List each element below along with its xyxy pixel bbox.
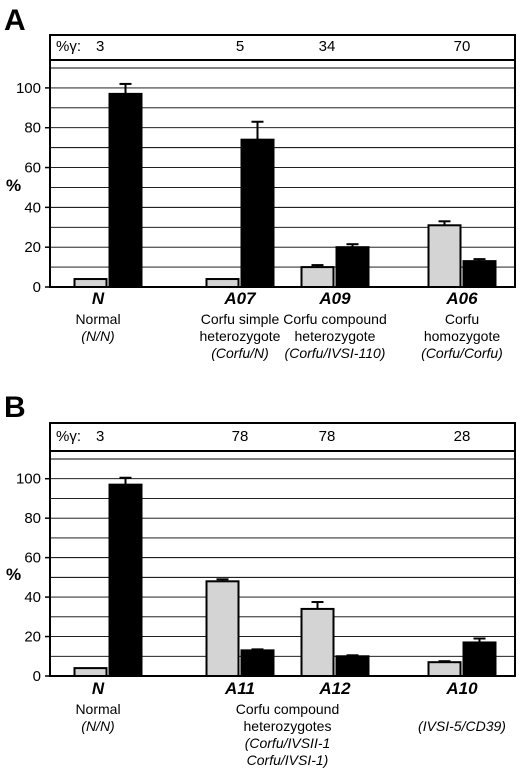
group-label: Normal	[75, 701, 120, 717]
group-label: (Corfu/Corfu)	[421, 345, 503, 361]
group-code: N	[92, 289, 105, 308]
bar	[73, 667, 108, 677]
bar	[427, 224, 462, 288]
gamma-value: 3	[96, 38, 104, 55]
group-label: Corfu compound	[283, 311, 387, 327]
panel-a-marks: 0 20 40 60 80 100 3 5 34 70 N Normal(N/N) A07 Corfu s…	[16, 34, 516, 361]
gamma-value: 34	[319, 38, 336, 55]
bar	[240, 649, 275, 678]
plot-frame	[49, 422, 516, 677]
gamma-prefix: %γ:	[56, 38, 81, 55]
y-tick-label: 0	[33, 279, 41, 296]
group-code: A07	[223, 289, 257, 308]
bar	[427, 661, 462, 678]
y-tick-label: 60	[24, 160, 41, 177]
group-label: homozygote	[424, 328, 500, 344]
panel-label: A	[4, 4, 26, 37]
group-label: (Corfu/N)	[211, 345, 269, 361]
gamma-value: 70	[454, 38, 471, 55]
group-label: (N/N)	[81, 328, 114, 344]
shared-group-label: Corfu/IVSI-1)	[247, 752, 329, 768]
bar	[335, 655, 370, 677]
bar	[240, 138, 275, 288]
group-code: N	[92, 679, 105, 698]
group-label: (N/N)	[81, 718, 114, 734]
bar	[205, 580, 240, 677]
y-tick-label: 100	[16, 80, 41, 97]
bar	[300, 266, 335, 289]
gamma-prefix: %γ:	[56, 428, 81, 445]
bar	[300, 607, 335, 677]
y-tick-label: 40	[24, 589, 41, 606]
y-tick-label: 0	[33, 668, 41, 685]
y-axis-label: %	[6, 565, 21, 584]
shared-group-label: heterozygotes	[244, 718, 332, 734]
bar	[108, 92, 143, 288]
group-code: A10	[445, 679, 478, 698]
panel-label: B	[4, 391, 26, 424]
group-code: A11	[224, 679, 255, 698]
group-label: (Corfu/IVSI-110)	[285, 345, 386, 361]
bar	[205, 278, 240, 289]
plot-frame	[49, 34, 516, 288]
group-label: heterozygote	[295, 328, 376, 344]
gamma-value: 28	[454, 428, 471, 445]
group-label: (IVSI-5/CD39)	[418, 718, 506, 734]
y-tick-label: 20	[24, 239, 41, 256]
panel-b-marks: 0 20 40 60 80 100 3 78 78 28 N Normal(N/N) A11 A12 A10…	[16, 422, 516, 768]
bar	[462, 641, 497, 677]
y-axis-label: %	[6, 176, 21, 195]
group-label: Corfu simple	[201, 311, 280, 327]
y-tick-label: 60	[24, 550, 41, 567]
shared-group-label: Corfu compound	[236, 701, 340, 717]
y-tick-label: 80	[24, 510, 41, 527]
shared-group-label: (Corfu/IVSII-1	[245, 735, 331, 751]
y-tick-label: 100	[16, 471, 41, 488]
group-code: A06	[445, 289, 478, 308]
group-code: A09	[318, 289, 351, 308]
panel-a: A % %γ: 0 20 40 60 80 100 3 5 34 70 N Normal(N/N) A0…	[4, 4, 516, 361]
panel-b: B % %γ: 0 20 40 60 80 100 3 78 78 28 N Normal(N/N) A…	[4, 391, 516, 768]
group-code: A12	[318, 679, 351, 698]
gamma-value: 78	[319, 428, 336, 445]
gamma-value: 78	[232, 428, 249, 445]
gamma-value: 3	[96, 428, 104, 445]
bar	[462, 260, 497, 289]
y-tick-label: 20	[24, 629, 41, 646]
group-label: Normal	[75, 311, 120, 327]
group-label: Corfu	[445, 311, 479, 327]
group-label: heterozygote	[200, 328, 281, 344]
bar	[108, 483, 143, 677]
y-tick-label: 80	[24, 120, 41, 137]
y-tick-label: 40	[24, 199, 41, 216]
bar	[73, 278, 108, 289]
bar	[335, 246, 370, 289]
gamma-value: 5	[236, 38, 244, 55]
